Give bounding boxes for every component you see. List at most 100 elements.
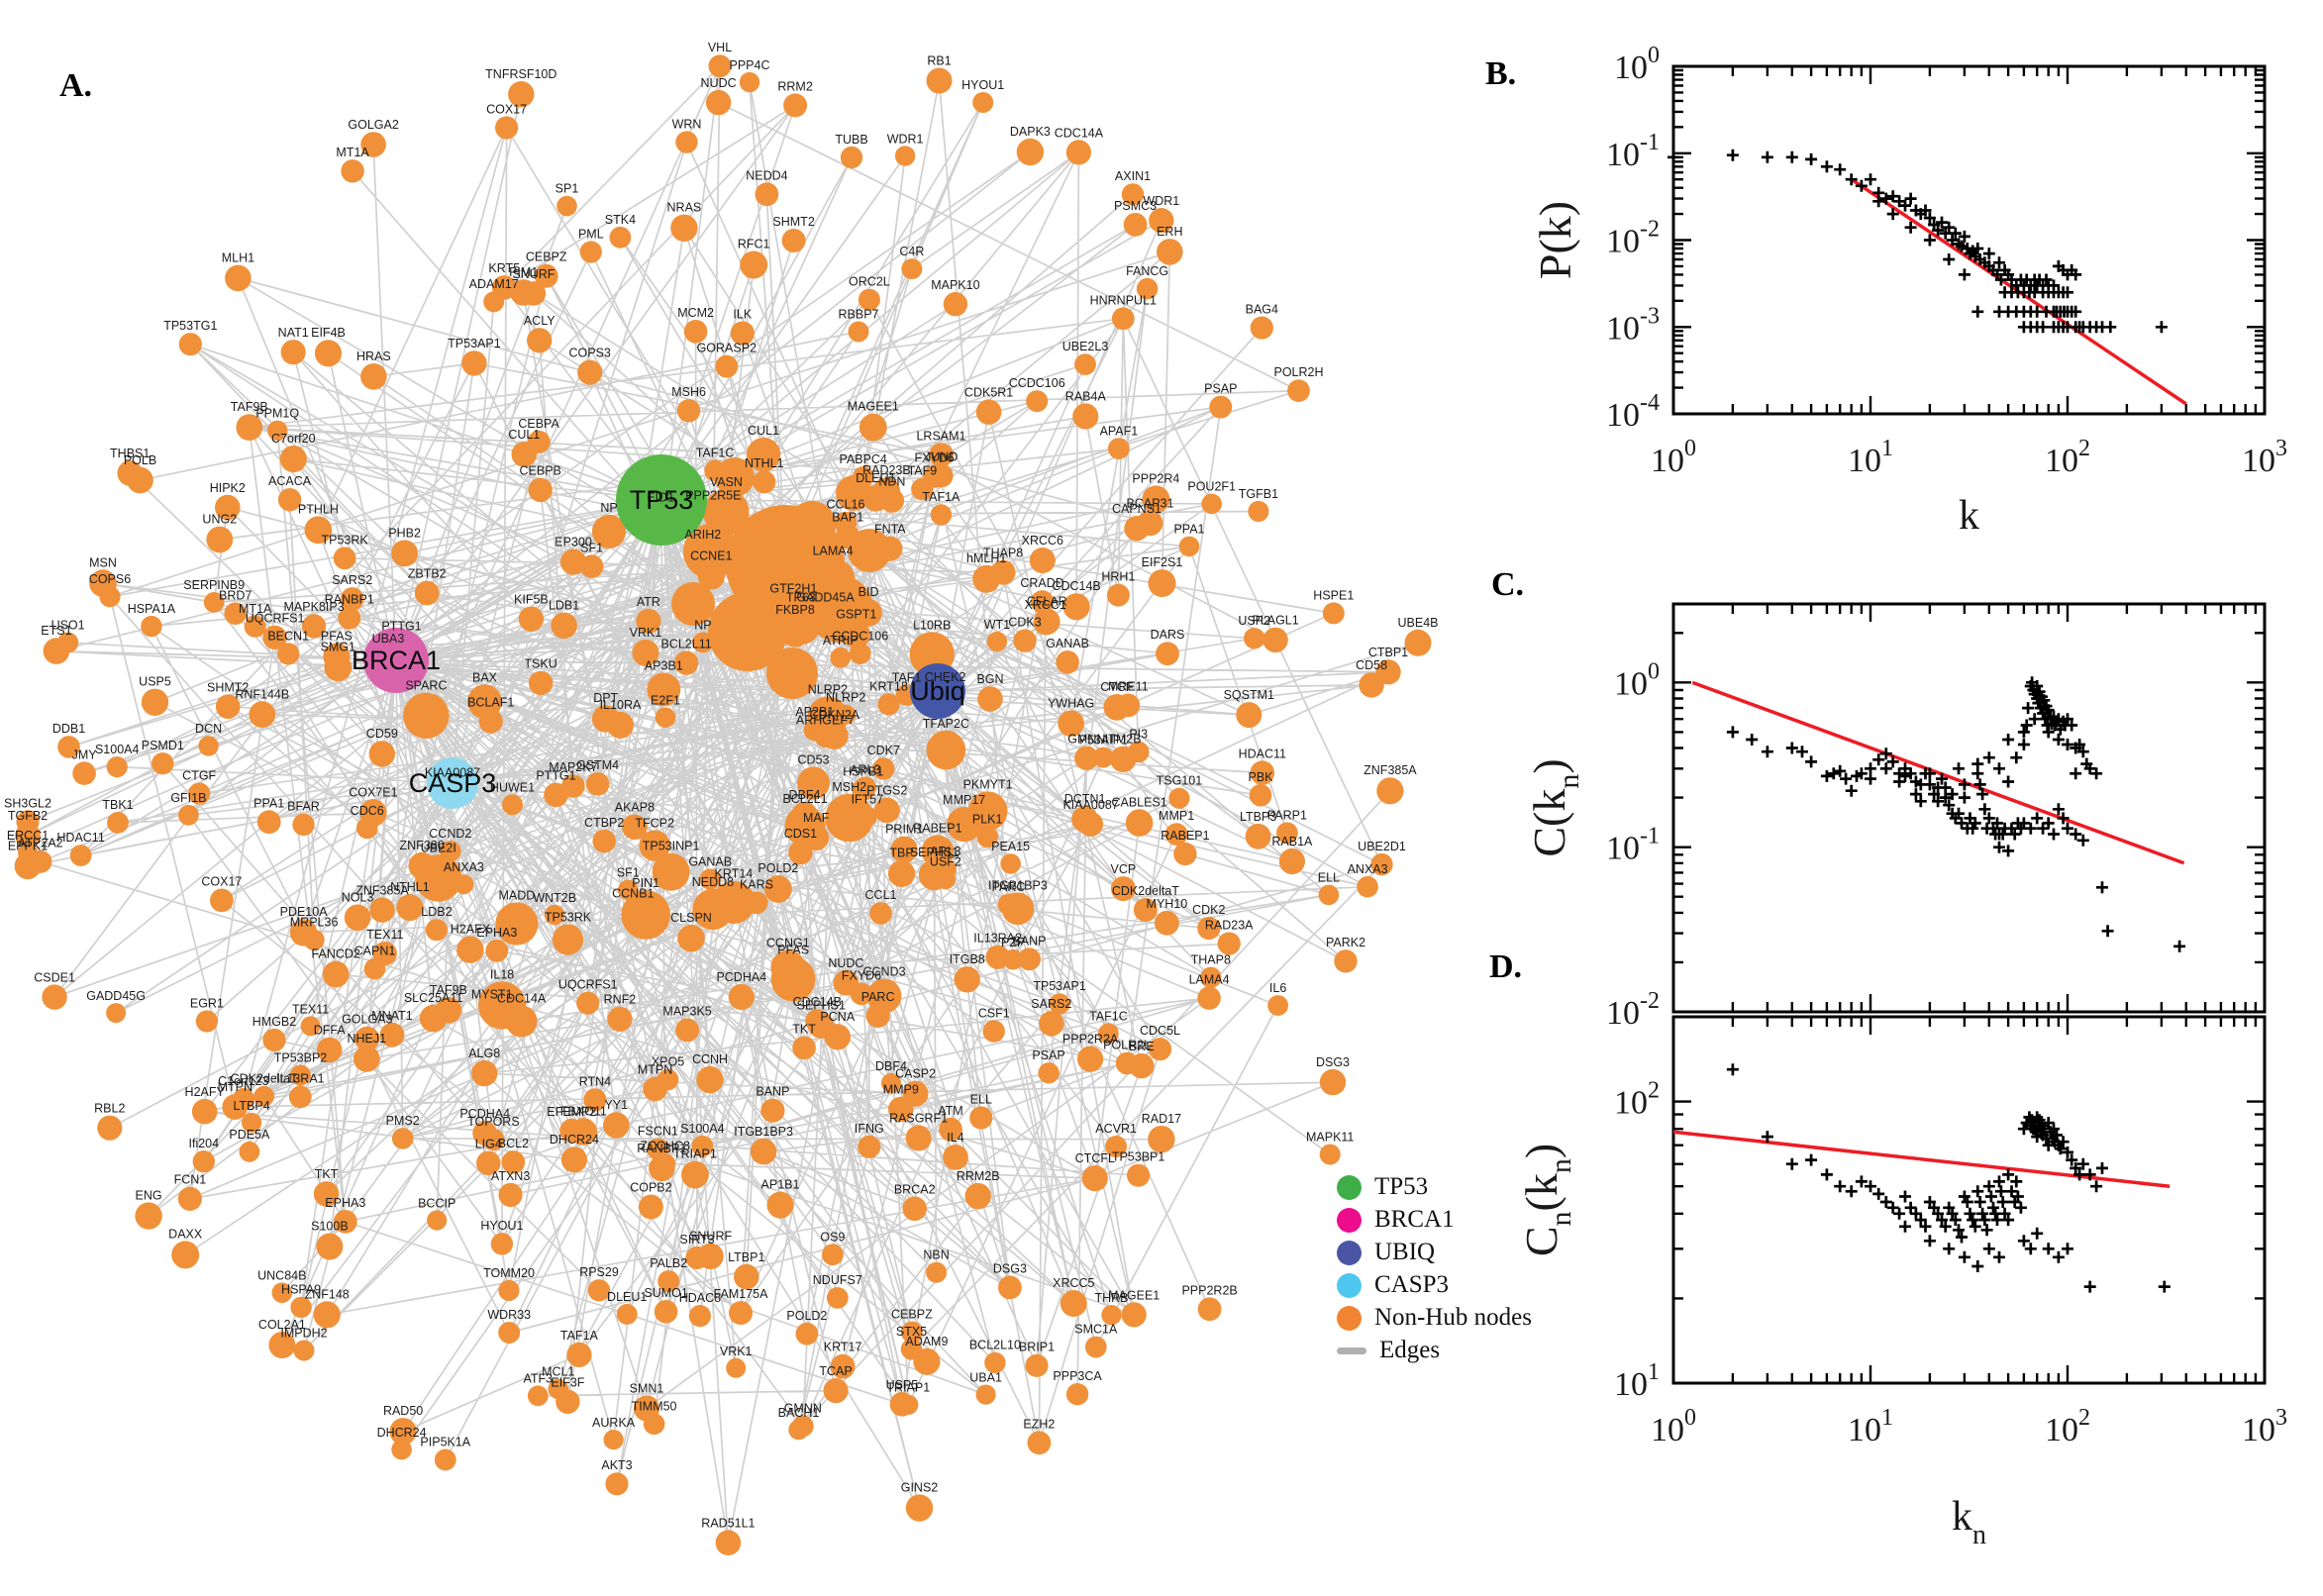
nonhub-node — [791, 1415, 814, 1438]
gene-label: PIP5K1A — [420, 1436, 470, 1449]
gene-label: FXYD6 — [842, 969, 881, 983]
nonhub-node — [152, 752, 174, 775]
gene-label: TAF9 — [908, 464, 938, 478]
nonhub-node — [527, 328, 553, 353]
gene-label: PPP3CA — [1053, 1369, 1102, 1383]
gene-label: POLD2 — [786, 1309, 827, 1323]
gene-label: UNG2 — [202, 513, 237, 527]
nonhub-node — [414, 580, 440, 606]
nonhub-node — [579, 241, 602, 263]
nonhub-node — [313, 1181, 340, 1207]
gene-label: NP — [600, 501, 617, 515]
gene-label: PARC — [861, 990, 895, 1004]
gene-label: KRT17 — [824, 1341, 862, 1354]
gene-label: BCL2 — [498, 1137, 529, 1150]
nonhub-node — [835, 524, 860, 549]
gene-label: CHEK2 — [925, 670, 966, 684]
nonhub-node — [739, 71, 760, 93]
gene-label: CDK2 — [1192, 903, 1225, 917]
gene-label: OS9 — [820, 1230, 845, 1244]
nonhub-node — [688, 1305, 712, 1328]
gene-label: MAGEE1 — [1108, 1288, 1160, 1302]
nonhub-node — [253, 1085, 275, 1107]
gene-label: NBN — [923, 1248, 949, 1262]
gene-label: HYOU1 — [961, 78, 1004, 92]
gene-label: FKBP8 — [775, 603, 815, 617]
nonhub-node — [1072, 403, 1099, 430]
gene-label: UQCRFS1 — [246, 612, 305, 626]
nonhub-node — [510, 279, 537, 306]
gene-label: IL13RA2 — [973, 932, 1022, 946]
gene-label: TGFB2 — [8, 809, 48, 823]
gene-label: NP — [694, 618, 711, 632]
nonhub-node — [178, 804, 199, 826]
gene-label: SARS2 — [332, 573, 372, 587]
legend-label: Edges — [1379, 1337, 1441, 1363]
nonhub-node — [673, 650, 699, 675]
gene-label: PPP4C — [730, 58, 770, 72]
gene-label: E2F1 — [651, 693, 680, 707]
nonhub-node — [726, 1357, 747, 1378]
tick-label: 103 — [2242, 1405, 2287, 1448]
gene-label: ARL3 — [930, 845, 960, 858]
tick-label: 10-4 — [1606, 390, 1660, 434]
gene-label: MAF — [803, 811, 830, 825]
gene-label: LAMA4 — [1189, 972, 1230, 986]
gene-label: CCL16 — [827, 498, 865, 512]
nonhub-node — [858, 288, 880, 311]
nonhub-node — [676, 399, 701, 423]
gene-label: TEX11 — [292, 1002, 329, 1016]
nonhub-node — [1319, 1068, 1347, 1096]
legend-item-casp3: CASP3 — [1337, 1271, 1532, 1298]
nonhub-node — [1025, 1353, 1049, 1377]
nonhub-node — [675, 1018, 700, 1043]
nonhub-node — [577, 359, 603, 385]
gene-label: POLD2 — [758, 861, 798, 875]
nonhub-node — [869, 902, 892, 925]
gene-label: CDC14A — [1055, 126, 1104, 140]
gene-label: MAP3K5 — [662, 1004, 711, 1018]
gene-label: CASP2 — [895, 1067, 936, 1081]
nonhub-node — [616, 1303, 638, 1325]
nonhub-node — [638, 1194, 663, 1220]
nonhub-node — [926, 67, 953, 94]
gene-label: MAP2K7 — [549, 760, 597, 774]
nonhub-node — [249, 701, 276, 728]
gene-label: FXYD6 — [914, 451, 954, 465]
nonhub-node — [106, 1003, 127, 1024]
gene-label: AP1B1 — [761, 1178, 800, 1192]
nonhub-node — [852, 466, 874, 488]
nonhub-node — [697, 562, 725, 590]
gene-label: TBK1 — [102, 798, 133, 812]
nonhub-node — [977, 686, 1003, 712]
nonhub-node — [1065, 1383, 1089, 1406]
nonhub-node — [901, 258, 923, 280]
tick-label: 100 — [1651, 1405, 1696, 1448]
gene-label: RANBP1 — [325, 593, 374, 607]
gene-label: C1orf123 — [218, 1074, 268, 1088]
gene-label: LIG4 — [475, 1138, 502, 1151]
nonhub-node — [548, 1378, 569, 1400]
gene-label: CDK2deltaT — [1112, 884, 1179, 898]
nonhub-node — [505, 1005, 538, 1038]
nonhub-node — [495, 902, 539, 946]
nonhub-node — [495, 116, 519, 140]
gene-label: PBK — [1248, 770, 1273, 784]
nonhub-node — [766, 1191, 794, 1219]
gene-label: STK4 — [605, 213, 636, 227]
hub-node-ubiq — [910, 663, 965, 719]
nonhub-node — [368, 741, 395, 767]
nonhub-node — [607, 711, 634, 739]
nonhub-node — [425, 919, 448, 942]
gene-label: MYST1 — [471, 987, 513, 1001]
tick-label: 103 — [2242, 436, 2287, 479]
nonhub-node — [760, 1098, 785, 1123]
nonhub-node — [57, 632, 79, 653]
gene-label: KIF5B — [514, 593, 549, 607]
gene-label: EID1 — [647, 491, 674, 505]
gene-label: PPP2R2A — [1062, 1033, 1119, 1047]
gene-label: VASN — [710, 475, 743, 489]
nonhub-node — [262, 625, 287, 650]
nonhub-node — [972, 92, 994, 113]
